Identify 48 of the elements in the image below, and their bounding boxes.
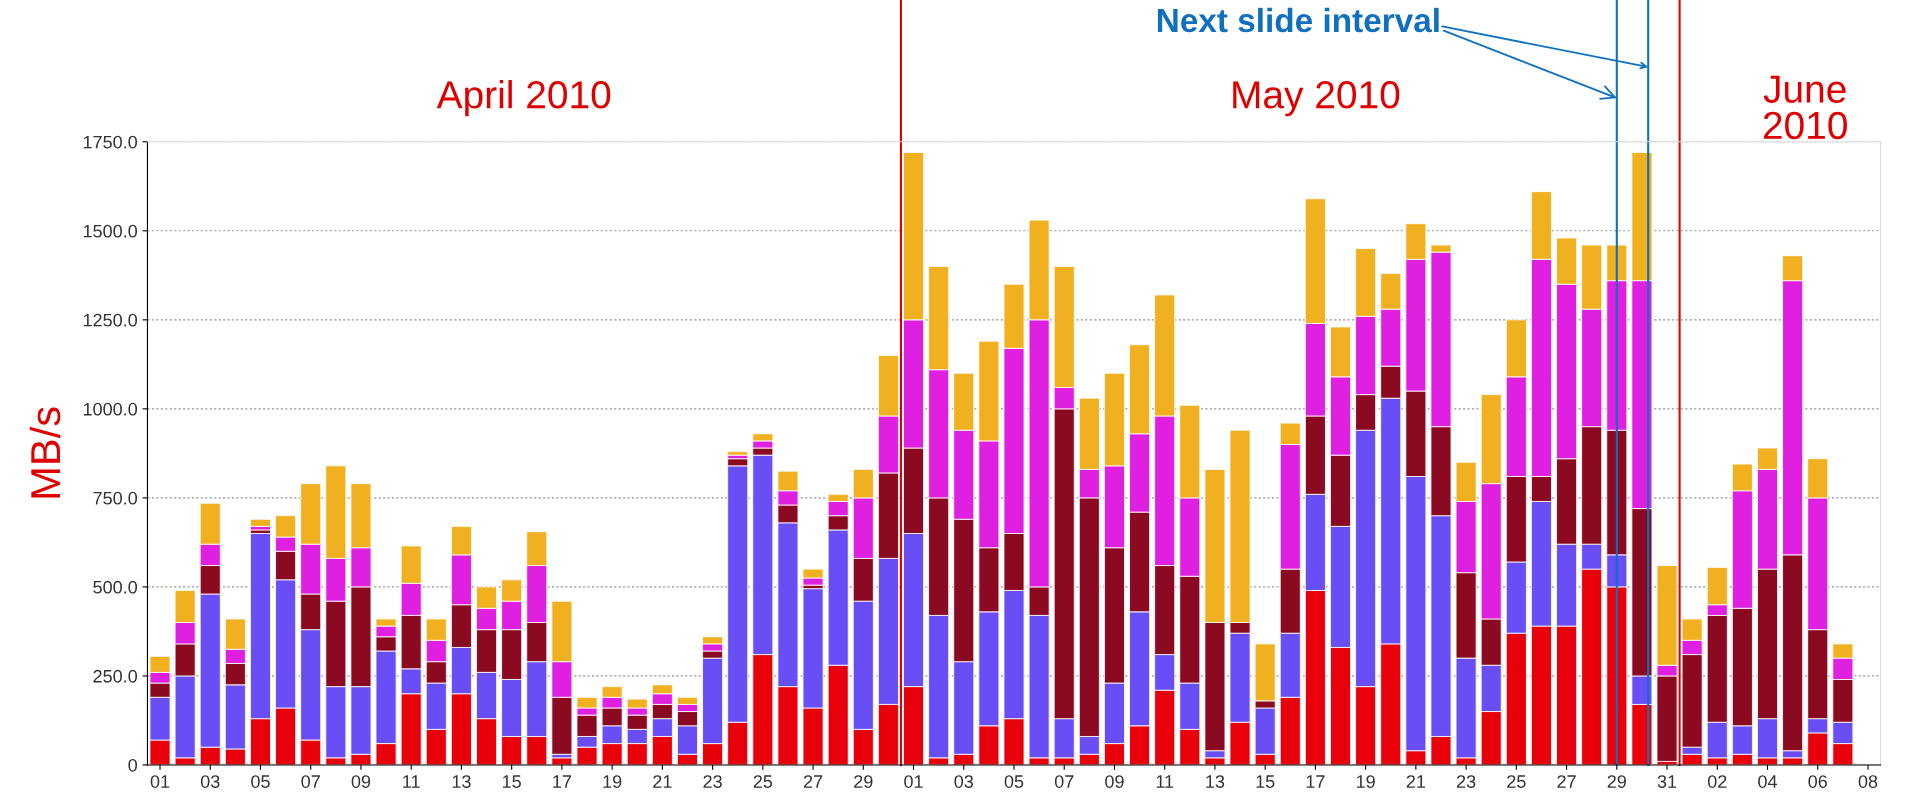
y-tick-label: 1750.0: [83, 135, 138, 149]
x-tick-label: 09: [1105, 775, 1124, 788]
y-tick-label: 0: [128, 758, 138, 772]
y-tick-label: 500.0: [93, 580, 138, 594]
x-tick-label: 09: [351, 775, 371, 788]
y-axis-title: MB/s: [29, 407, 61, 498]
x-tick-label: 23: [703, 775, 722, 788]
y-tick-label: 1500.0: [83, 224, 138, 238]
x-tick-label: 17: [1306, 775, 1325, 788]
x-tick-label: 11: [403, 775, 420, 788]
x-tick-label: 07: [301, 775, 320, 788]
x-tick-label: 27: [803, 775, 823, 788]
text: June 2010: [1763, 75, 1847, 140]
y-tick-label: 750.0: [93, 491, 138, 505]
x-tick-label: 21: [1406, 775, 1426, 788]
x-tick-label: 03: [954, 775, 974, 788]
x-tick-label: 05: [251, 775, 270, 788]
x-tick-label: 03: [200, 775, 220, 788]
x-tick-label: 07: [1054, 775, 1074, 788]
x-tick-label: 15: [502, 775, 521, 788]
x-tick-label: 05: [1004, 775, 1024, 788]
x-tick-label: 13: [452, 775, 471, 788]
x-tick-label: 31: [1657, 775, 1677, 788]
x-tick-label: 01: [150, 775, 170, 788]
y-tick-label: 1000.0: [83, 402, 138, 416]
text: Next slide interval: [1157, 7, 1439, 33]
x-tick-label: 15: [1256, 775, 1275, 788]
x-tick-label: 29: [1607, 775, 1626, 788]
x-tick-label: 08: [1858, 775, 1878, 788]
x-tick-label: 06: [1808, 775, 1827, 788]
text: April 2010: [436, 80, 611, 117]
x-tick-label: 04: [1758, 775, 1778, 788]
x-tick-label: 27: [1557, 775, 1576, 788]
y-tick-label: 250.0: [93, 669, 138, 683]
x-tick-label: 19: [1356, 775, 1375, 788]
x-tick-label: 25: [1507, 775, 1526, 788]
x-tick-label: 29: [854, 775, 873, 788]
x-tick-label: 19: [603, 775, 622, 788]
x-tick-label: 01: [904, 775, 923, 788]
x-tick-label: 17: [553, 775, 572, 788]
x-tick-label: 11: [1156, 775, 1174, 788]
text: May 2010: [1233, 81, 1400, 117]
x-tick-label: 25: [753, 775, 773, 788]
y-tick-label: 1250.0: [83, 313, 138, 327]
x-tick-label: 21: [653, 775, 672, 788]
x-tick-label: 02: [1707, 775, 1727, 788]
x-tick-label: 13: [1206, 775, 1225, 788]
x-tick-label: 23: [1456, 775, 1476, 788]
